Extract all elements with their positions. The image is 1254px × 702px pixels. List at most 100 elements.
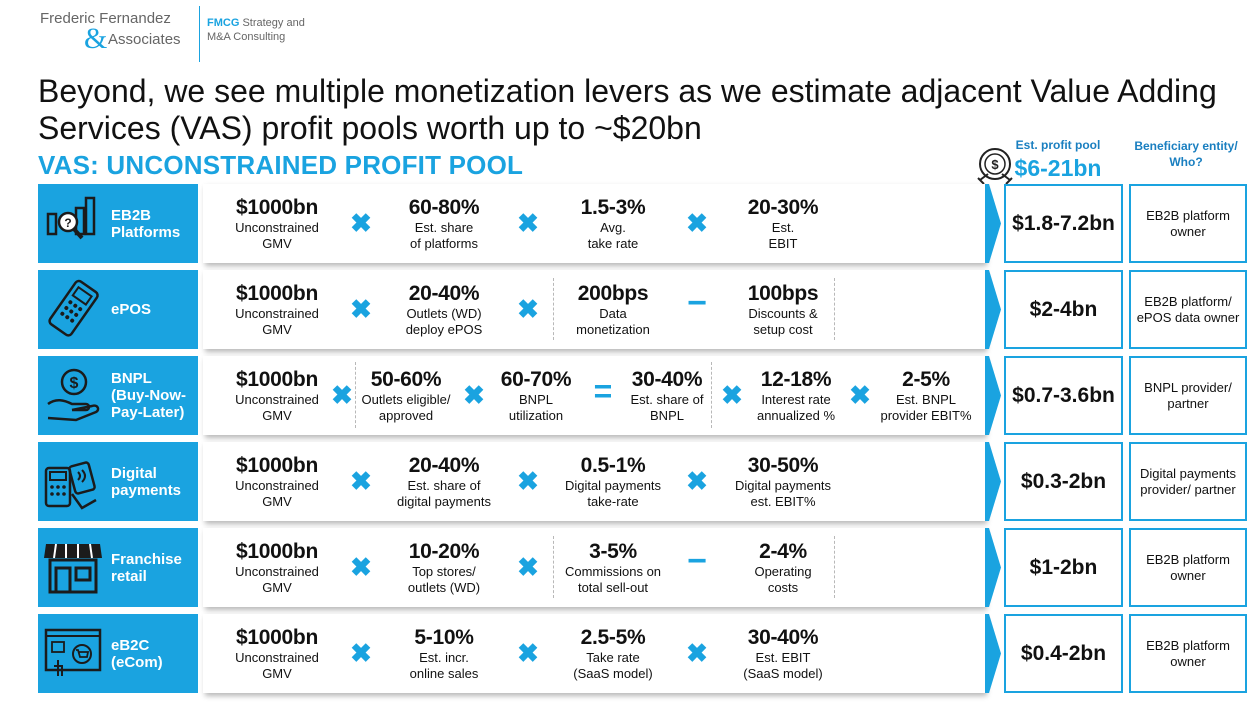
- slide-subtitle: VAS: UNCONSTRAINED PROFIT POOL: [38, 150, 524, 180]
- formula-cell: $1000bn Unconstrained GMV: [232, 454, 322, 510]
- svg-text:$: $: [991, 157, 999, 172]
- formula-cell: 10-20% Top stores/outlets (WD): [385, 540, 503, 596]
- formula-value: $1000bn: [236, 368, 318, 391]
- row-label-line: EB2B: [111, 206, 152, 224]
- formula-caption: outlets (WD): [407, 580, 481, 595]
- profit-pool-value: $1-2bn: [1004, 528, 1123, 607]
- multiply-icon: ✖: [463, 380, 485, 410]
- formula-value: $1000bn: [236, 282, 318, 305]
- formula-cell: 30-50% Digital payments est. EBIT%: [722, 454, 844, 510]
- formula-cell: 2-5% Est. BNPL provider EBIT%: [872, 368, 980, 424]
- formula-cell: 0.5-1% Digital payments take-rate: [553, 454, 673, 510]
- formula-caption: Unconstrained: [235, 564, 319, 579]
- row-label-text: Digital payments: [111, 442, 181, 521]
- row-label-text: ePOS: [111, 270, 151, 349]
- formula-value: 12-18%: [760, 368, 832, 391]
- formula-cell: 60-70% BNPL utilization: [491, 368, 581, 424]
- row-label-line: Franchise: [111, 550, 182, 568]
- logo-tag-line1: Strategy and: [239, 17, 305, 29]
- formula-value: 30-50%: [747, 454, 819, 477]
- formula-caption: Interest rate: [761, 392, 831, 407]
- multiply-icon: ✖: [686, 208, 708, 238]
- header-profit-pool: Est. profit pool: [1015, 138, 1101, 152]
- logo-divider: [199, 6, 200, 62]
- formula-caption: Est. share: [414, 220, 474, 235]
- formula-value: 30-40%: [631, 368, 703, 391]
- formula-value: 60-70%: [500, 368, 572, 391]
- formula-caption: Discounts &: [748, 306, 818, 321]
- formula-caption: digital payments: [397, 494, 491, 509]
- ecommerce-screen-icon: [42, 622, 104, 684]
- logo-name: Frederic Fernandez: [40, 10, 171, 27]
- beneficiary-entity: Digital payments provider/ partner: [1129, 442, 1247, 521]
- formula-caption: of platforms: [410, 236, 478, 251]
- formula-value: 2-5%: [902, 368, 950, 391]
- row-label-text: Franchise retail: [111, 528, 182, 607]
- formula-value: $1000bn: [236, 196, 318, 219]
- formula-cell: 20-40% Outlets (WD) deploy ePOS: [385, 282, 503, 338]
- row-formula: [203, 528, 985, 607]
- dashed-group-bracket: [355, 362, 712, 428]
- row-label-line: retail: [111, 567, 147, 585]
- chart-search-icon: ?: [42, 192, 104, 254]
- svg-text:$: $: [70, 375, 79, 392]
- pos-terminal-icon: [42, 278, 104, 340]
- formula-caption: utilization: [508, 408, 564, 423]
- formula-caption: GMV: [262, 666, 292, 681]
- multiply-icon: ✖: [350, 466, 372, 496]
- logo-ampersand: &: [84, 22, 108, 55]
- row-label: Franchise retail: [38, 528, 198, 607]
- multiply-icon: ✖: [350, 638, 372, 668]
- formula-cell: $1000bn Unconstrained GMV: [232, 368, 322, 424]
- formula-value: 30-40%: [747, 626, 819, 649]
- row-label: eB2C (eCom): [38, 614, 198, 693]
- chevron-right-icon: [985, 442, 1001, 521]
- formula-cell: 1.5-3% Avg. take rate: [553, 196, 673, 252]
- formula-caption: GMV: [262, 236, 292, 251]
- formula-caption: monetization: [576, 322, 650, 337]
- multiply-icon: ✖: [331, 380, 353, 410]
- formula-cell: 12-18% Interest rate annualized %: [748, 368, 844, 424]
- formula-value: 10-20%: [408, 540, 480, 563]
- formula-cell: 200bps Data monetization: [553, 282, 673, 338]
- multiply-icon: ✖: [517, 638, 539, 668]
- formula-caption: GMV: [262, 408, 292, 423]
- row-label-line: BNPL: [111, 370, 152, 387]
- formula-cell: 3-5% Commissions on total sell-out: [553, 540, 673, 596]
- logo-tag-line2: M&A Consulting: [207, 31, 286, 43]
- formula-cell: 20-30% Est. EBIT: [722, 196, 844, 252]
- multiply-icon: ✖: [849, 380, 871, 410]
- formula-caption: annualized %: [756, 408, 836, 423]
- multiply-icon: ✖: [350, 294, 372, 324]
- formula-caption: Unconstrained: [235, 478, 319, 493]
- money-hand-icon: $: [42, 364, 104, 426]
- formula-value: 20-40%: [408, 454, 480, 477]
- contactless-payment-icon: [42, 450, 104, 512]
- formula-caption: Digital payments: [734, 478, 832, 493]
- formula-caption: costs: [767, 580, 799, 595]
- row-label: ? EB2B Platforms: [38, 184, 198, 263]
- formula-cell: 5-10% Est. incr. online sales: [385, 626, 503, 682]
- formula-caption: provider EBIT%: [880, 408, 972, 423]
- row-label-line: Platforms: [111, 223, 181, 241]
- profit-pool-value: $0.3-2bn: [1004, 442, 1123, 521]
- dashed-group-bracket: [553, 278, 835, 340]
- chevron-right-icon: [985, 614, 1001, 693]
- formula-value: 50-60%: [370, 368, 442, 391]
- formula-caption: BNPL: [519, 392, 553, 407]
- formula-caption: Est. BNPL: [896, 392, 956, 407]
- beneficiary-entity: EB2B platform owner: [1129, 528, 1247, 607]
- minus-icon: −: [687, 542, 707, 580]
- formula-value: 1.5-3%: [580, 196, 646, 219]
- formula-caption: Est. share of: [407, 478, 481, 493]
- formula-cell: 2-4% Operating costs: [722, 540, 844, 596]
- formula-cell: $1000bn Unconstrained GMV: [232, 282, 322, 338]
- row-label-line: Pay-Later): [111, 404, 185, 421]
- logo-tag-fmcg: FMCG: [207, 17, 240, 29]
- dashed-group-bracket: [553, 536, 835, 598]
- formula-caption: (SaaS model): [573, 666, 653, 681]
- row-label-line: Digital: [111, 464, 157, 482]
- row-label-text: eB2C (eCom): [111, 614, 163, 693]
- formula-caption: Avg.: [600, 220, 626, 235]
- multiply-icon: ✖: [686, 466, 708, 496]
